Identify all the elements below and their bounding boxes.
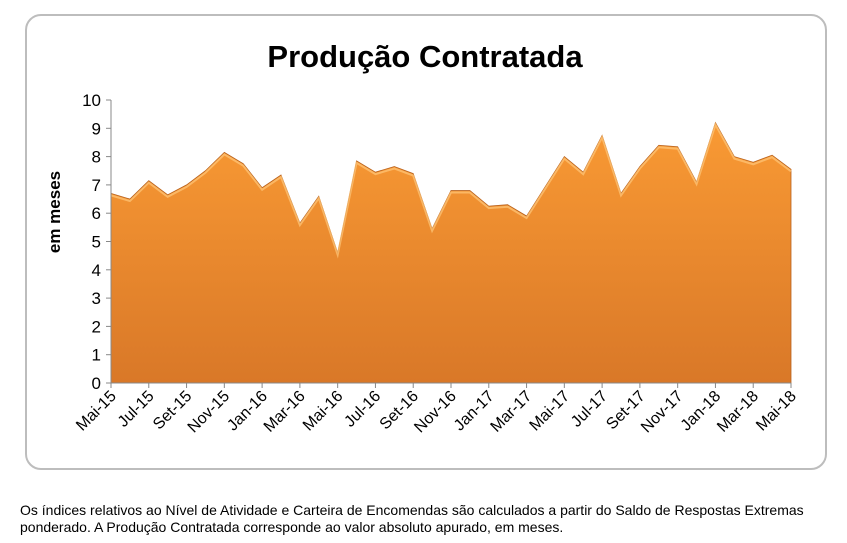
x-tick-label: Mar-17 (488, 388, 536, 436)
area-chart: Produção Contratada em meses 0 1 2 3 4 5 6 7 8 9 1… (45, 39, 800, 437)
y-axis-label: em meses (45, 171, 64, 253)
y-tick-label: 3 (92, 289, 101, 308)
y-tick-label: 5 (92, 233, 101, 252)
y-tick-label: 2 (92, 317, 101, 336)
footnote: Os índices relativos ao Nível de Ativida… (20, 502, 804, 535)
x-tick-label: Jul-16 (341, 388, 384, 431)
y-tick-label: 7 (92, 176, 101, 195)
y-tick-label: 6 (92, 204, 101, 223)
x-tick-label: Mai-18 (753, 388, 800, 435)
y-tick-label: 4 (92, 261, 101, 280)
x-tick-label: Jul-15 (115, 388, 158, 431)
x-tick-label: Mar-16 (261, 388, 309, 436)
area-highlight (110, 122, 792, 259)
x-tick-label: Nov-16 (411, 388, 460, 437)
x-tick-label: Nov-17 (638, 388, 687, 437)
x-tick-label: Mar-18 (714, 388, 762, 436)
x-tick-label: Mai-15 (73, 388, 120, 435)
x-tick-label: Mai-16 (300, 388, 347, 435)
x-tick-label: Jul-17 (568, 388, 611, 431)
area-series (110, 121, 792, 384)
chart-title: Produção Contratada (267, 39, 583, 74)
x-tick-label: Mai-17 (527, 388, 574, 435)
y-tick-label: 9 (92, 119, 101, 138)
y-tick-label: 0 (92, 374, 101, 393)
y-tick-label: 1 (92, 346, 101, 365)
y-tick-label: 10 (82, 91, 101, 110)
y-tick-label: 8 (92, 148, 101, 167)
x-tick-label: Nov-15 (185, 388, 234, 437)
